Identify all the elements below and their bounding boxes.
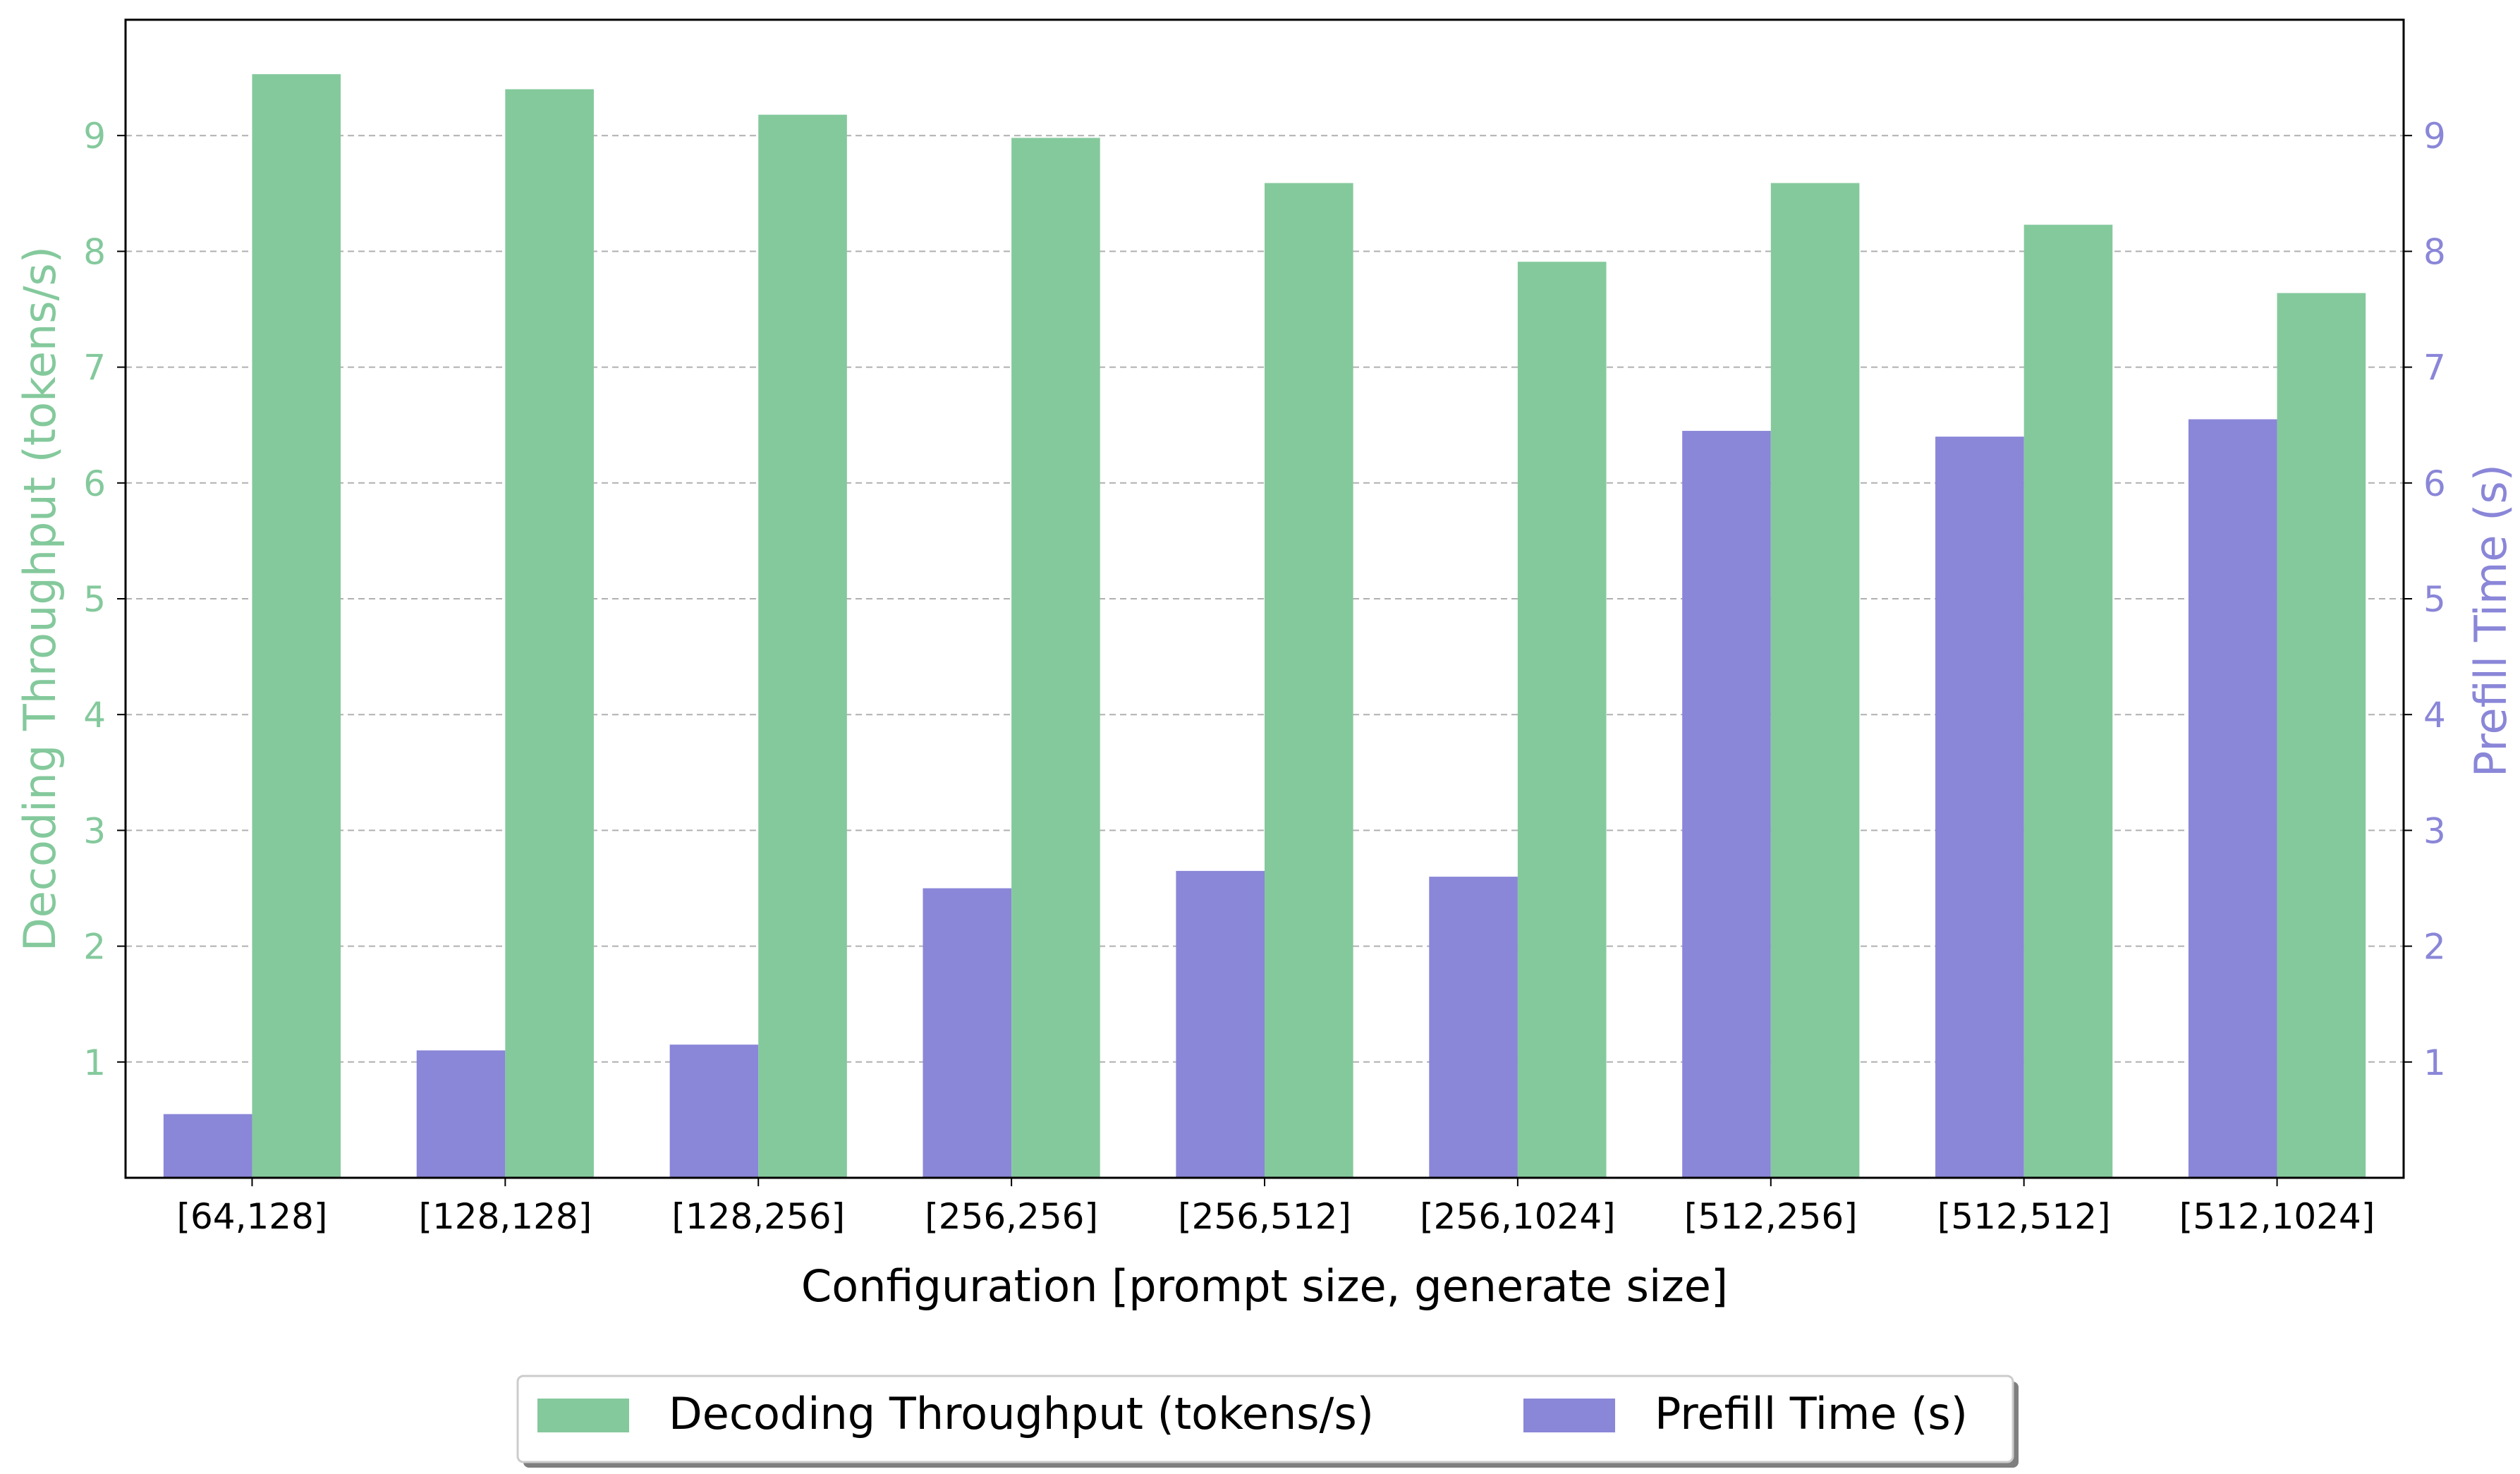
right-y-tick-label: 7 — [2423, 348, 2446, 389]
right-y-axis: 1 2 3 4 5 6 7 8 9 — [2404, 116, 2446, 1083]
legend: Decoding Throughput (tokens/s) Prefill T… — [516, 1375, 2019, 1468]
decoding-bar — [505, 89, 594, 1178]
decoding-bar — [1265, 183, 1353, 1178]
decoding-bar — [1517, 262, 1607, 1178]
legend-label-decoding: Decoding Throughput (tokens/s) — [669, 1388, 1374, 1439]
legend-label-prefill: Prefill Time (s) — [1655, 1388, 1968, 1439]
legend-box — [516, 1375, 2014, 1463]
right-y-tick-label: 4 — [2423, 695, 2446, 736]
left-y-tick-label: 3 — [83, 810, 106, 851]
right-y-tick-label: 8 — [2423, 231, 2446, 272]
legend-swatch-decoding — [537, 1399, 629, 1432]
x-tick-label: [256,1024] — [1420, 1196, 1616, 1237]
right-y-axis-title: Prefill Time (s) — [2465, 464, 2516, 777]
left-y-tick-label: 4 — [83, 695, 106, 736]
prefill-bar — [1682, 430, 1771, 1178]
right-y-tick-label: 9 — [2423, 116, 2446, 157]
x-tick-label: [512,512] — [1937, 1196, 2111, 1237]
x-tick-label: [128,128] — [418, 1196, 592, 1237]
x-tick-label: [256,256] — [925, 1196, 1098, 1237]
x-tick-label: [256,512] — [1178, 1196, 1351, 1237]
x-tick-label: [512,256] — [1684, 1196, 1858, 1237]
decoding-bar — [758, 114, 847, 1178]
right-y-tick-label: 2 — [2423, 927, 2446, 968]
decoding-bar — [1011, 138, 1100, 1178]
right-y-tick-label: 5 — [2423, 579, 2446, 620]
prefill-bar — [1176, 870, 1265, 1178]
left-y-tick-label: 9 — [83, 116, 106, 157]
right-y-tick-label: 6 — [2423, 463, 2446, 504]
prefill-bar — [416, 1050, 506, 1178]
x-axis: [64,128] [128,128] [128,256] [256,256] [256,… — [176, 1178, 2375, 1237]
prefill-bar — [163, 1114, 252, 1178]
decoding-bar — [2277, 293, 2366, 1178]
prefill-bar — [1935, 437, 2024, 1178]
left-y-tick-label: 7 — [83, 348, 106, 389]
decoding-bar — [252, 74, 341, 1178]
left-y-axis: 1 2 3 4 5 6 7 8 9 — [83, 116, 126, 1083]
prefill-bar — [923, 888, 1012, 1178]
x-tick-label: [512,1024] — [2179, 1196, 2375, 1237]
left-y-axis-title: Decoding Throughput (tokens/s) — [14, 246, 66, 951]
left-y-tick-label: 1 — [83, 1042, 106, 1083]
right-y-tick-label: 1 — [2423, 1042, 2446, 1083]
right-y-tick-label: 3 — [2423, 810, 2446, 851]
left-y-tick-label: 5 — [83, 579, 106, 620]
left-y-tick-label: 6 — [83, 463, 106, 504]
x-tick-label: [64,128] — [176, 1196, 327, 1237]
decoding-bar — [2023, 224, 2113, 1178]
prefill-bar — [1429, 877, 1518, 1178]
left-y-tick-label: 2 — [83, 927, 106, 968]
x-tick-label: [128,256] — [671, 1196, 845, 1237]
left-y-tick-label: 8 — [83, 231, 106, 272]
prefill-bar — [669, 1044, 759, 1178]
prefill-bar — [2188, 419, 2277, 1178]
legend-swatch-prefill — [1523, 1399, 1615, 1432]
bars — [163, 74, 2366, 1178]
decoding-bar — [1770, 183, 1860, 1178]
x-axis-title: Configuration [prompt size, generate siz… — [801, 1260, 1728, 1312]
